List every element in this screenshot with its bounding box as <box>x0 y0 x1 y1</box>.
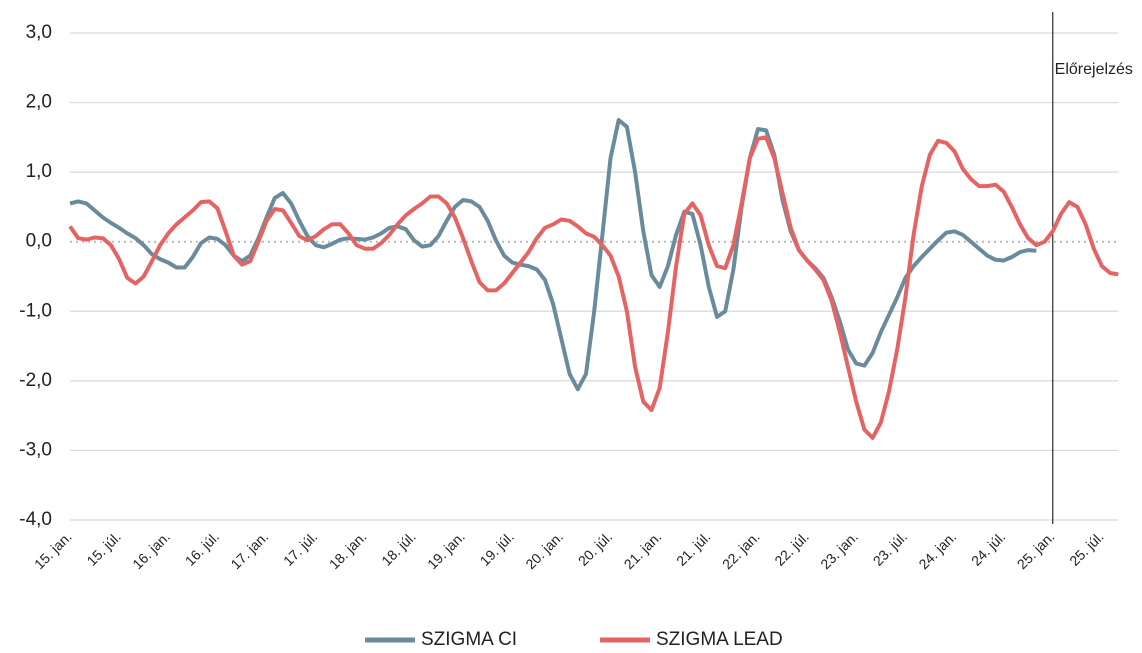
line <box>68 135 1119 440</box>
legend-label: SZIGMA LEAD <box>656 629 783 650</box>
legend-label: SZIGMA CI <box>421 629 517 650</box>
y-tick-label: -3,0 <box>19 439 52 460</box>
y-tick-label: 1,0 <box>26 161 52 182</box>
x-tick-label: 25. jan. <box>1014 528 1058 572</box>
x-tick-label: 19. júl. <box>477 528 517 568</box>
x-tick-label: 16. júl. <box>182 528 222 568</box>
y-tick-label: -1,0 <box>19 300 52 321</box>
x-tick-label: 24. jan. <box>915 528 959 572</box>
x-tick-label: 22. júl. <box>771 528 811 568</box>
x-tick-label: 20. jan. <box>522 528 566 572</box>
annotation: Előrejelzés <box>1055 61 1133 78</box>
x-tick-label: 15. júl. <box>83 528 123 568</box>
x-tick-label: 25. júl. <box>1066 528 1106 568</box>
x-tick-label: 18. jan. <box>326 528 370 572</box>
x-tick-label: 17. júl. <box>280 528 320 568</box>
y-tick-label: -2,0 <box>19 370 52 391</box>
x-tick-label: 18. júl. <box>378 528 418 568</box>
x-tick-label: 24. júl. <box>968 528 1008 568</box>
x-tick-label: 23. júl. <box>870 528 910 568</box>
line <box>69 118 1037 392</box>
x-tick-label: 23. jan. <box>817 528 861 572</box>
x-tick-label: 17. jan. <box>228 528 272 572</box>
y-tick-label: 3,0 <box>26 22 52 43</box>
y-tick-label: 2,0 <box>26 92 52 113</box>
x-tick-label: 19. jan. <box>424 528 468 572</box>
x-tick-label: 22. jan. <box>719 528 763 572</box>
y-tick-label: 0,0 <box>26 231 52 252</box>
x-tick-label: 15. jan. <box>31 528 75 572</box>
x-tick-label: 21. jan. <box>621 528 665 572</box>
x-tick-label: 16. jan. <box>129 528 173 572</box>
x-tick-label: 20. júl. <box>575 528 615 568</box>
x-tick-label: 21. júl. <box>673 528 713 568</box>
y-tick-label: -4,0 <box>19 509 52 530</box>
